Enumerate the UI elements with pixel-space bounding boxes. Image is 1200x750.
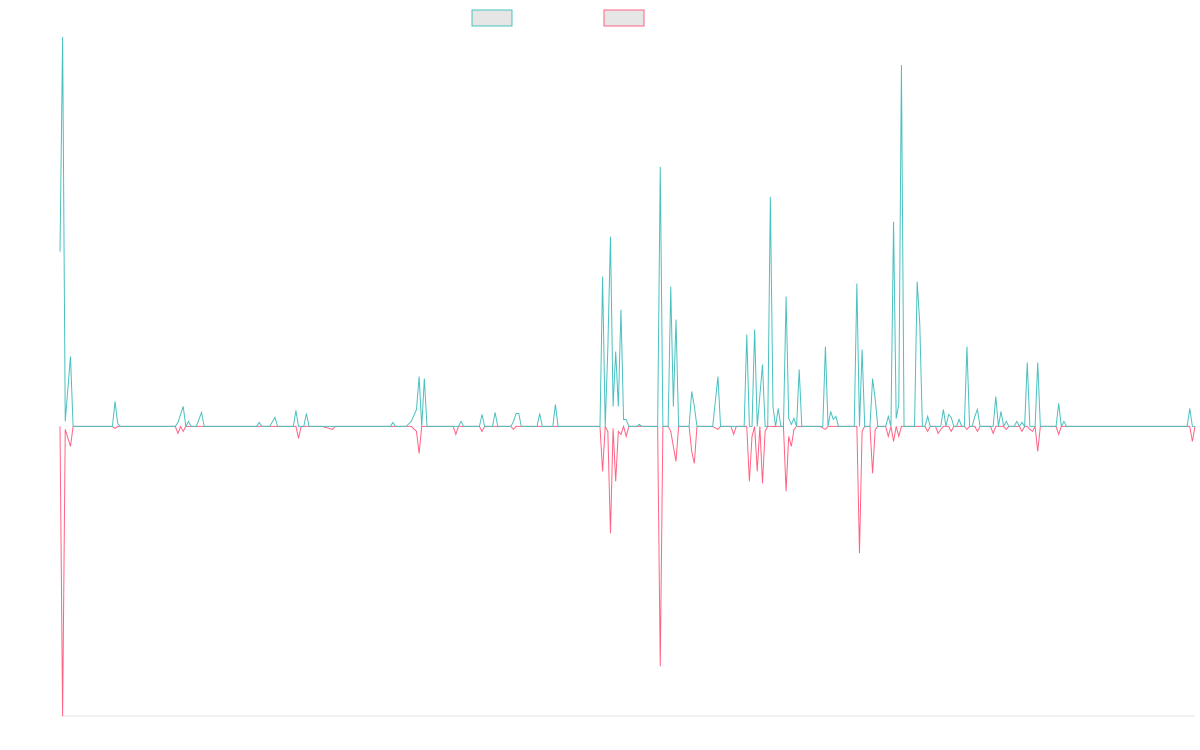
- legend-swatch-1[interactable]: [471, 9, 513, 27]
- legend: [471, 9, 645, 27]
- series-layer: [59, 36, 1196, 717]
- series-line-1: [59, 36, 1195, 429]
- legend-swatch-2[interactable]: [603, 9, 645, 27]
- series-line-2: [59, 424, 1196, 717]
